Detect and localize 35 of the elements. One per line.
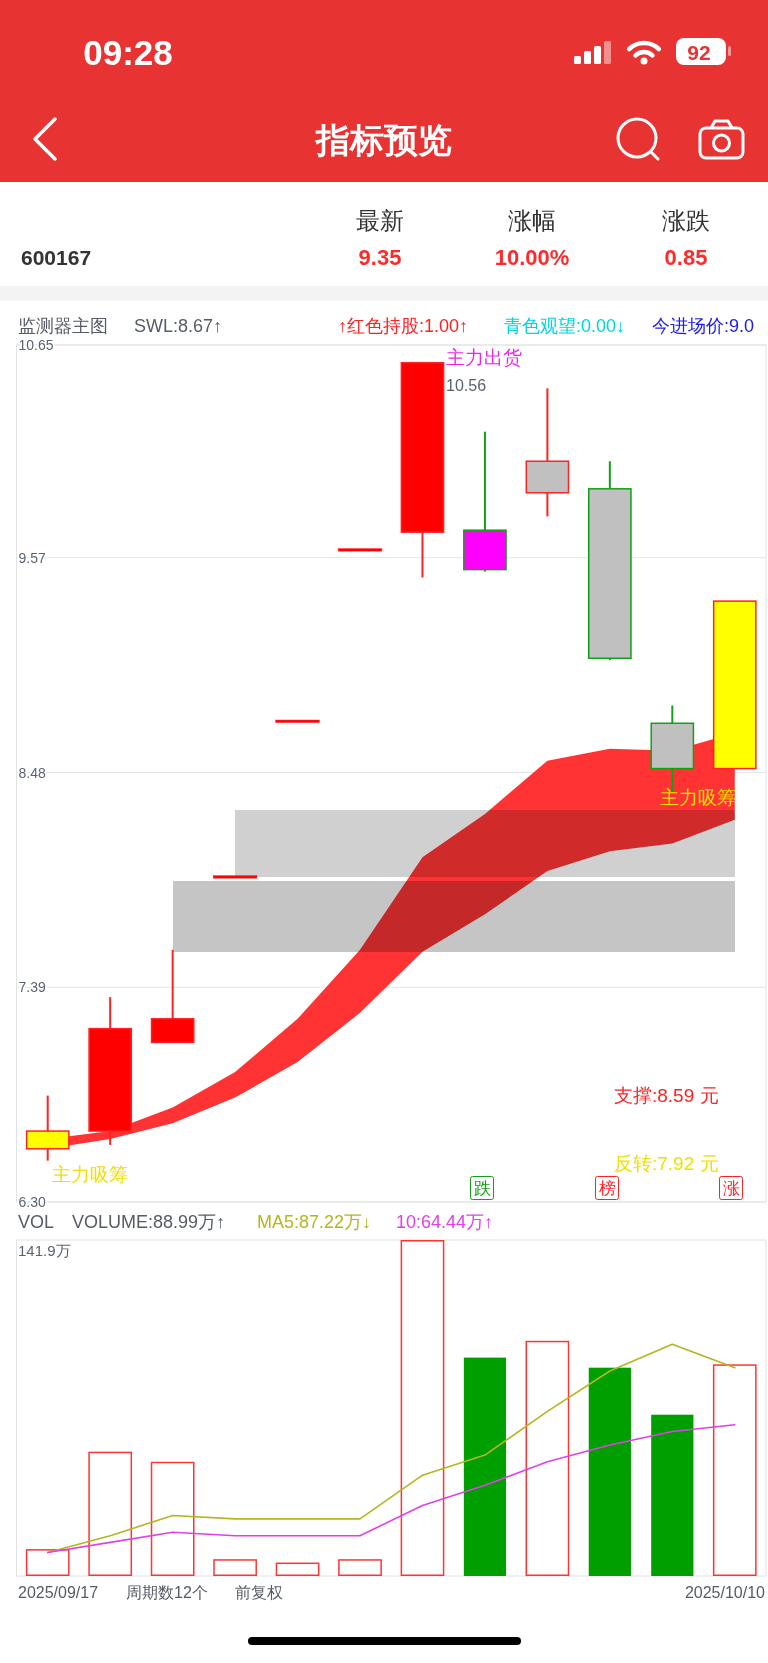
text: 青色观望:0.00↓	[504, 316, 626, 336]
text: 涨跌	[662, 206, 710, 234]
text: 09:28	[83, 32, 173, 72]
annotation: 支撑:8.59 元	[614, 1084, 719, 1106]
text: SWL:8.67↑	[134, 316, 223, 336]
annotation: 主力吸筹	[52, 1163, 128, 1185]
annotation: 141.9万	[18, 1241, 71, 1259]
text: 9.35	[358, 244, 402, 270]
text: 10.00%	[494, 244, 570, 270]
text: 涨幅	[508, 206, 556, 234]
text: 今进场价:9.0	[652, 316, 755, 336]
text: MA5:87.22万↓	[257, 1212, 372, 1232]
y-tick-label: 8.48	[18, 764, 46, 781]
text: 2025/09/17	[18, 1583, 99, 1601]
text: 0.85	[664, 244, 708, 270]
annotation: 主力出货	[446, 346, 522, 368]
text: 最新	[356, 206, 404, 234]
text: 前复权	[235, 1583, 283, 1601]
y-tick-label: 6.30	[18, 1194, 46, 1210]
text: 10:64.44万↑	[396, 1212, 494, 1232]
annotation: 反转:7.92 元	[614, 1152, 719, 1174]
text: 指标预览	[314, 121, 452, 159]
text: 2025/10/10	[684, 1583, 766, 1601]
annotation: 10.56	[446, 376, 487, 394]
text: 92	[687, 40, 711, 64]
chart-title: VOL	[18, 1212, 55, 1232]
annotation: 主力吸筹	[660, 786, 736, 808]
y-tick-label: 9.57	[18, 549, 46, 566]
text: ↑红色持股:1.00↑	[338, 316, 469, 336]
chart-title: 监测器主图	[18, 316, 108, 336]
y-tick-label: 10.65	[18, 337, 54, 353]
text: 600167	[21, 245, 92, 269]
y-tick-label: 7.39	[18, 979, 46, 996]
text: VOLUME:88.99万↑	[72, 1212, 226, 1232]
text: 周期数12个	[126, 1583, 208, 1601]
